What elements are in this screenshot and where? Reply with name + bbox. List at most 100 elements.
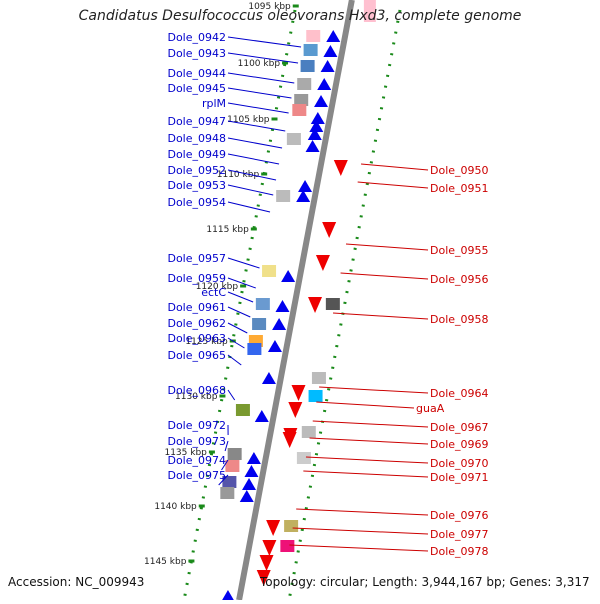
topology-text: Topology: circular; Length: 3,944,167 bp… [260, 575, 590, 589]
reverse-feature-block-5 [284, 520, 298, 532]
forward-feature-block-10 [252, 318, 266, 330]
reverse-gene-label-2: Dole_0955 [430, 244, 489, 257]
forward-gene-arrow-8 [306, 140, 320, 152]
forward-gene-label-8: Dole_0952 [167, 164, 226, 177]
forward-gene-label-11: Dole_0957 [167, 252, 226, 265]
forward-gene-leader-11 [228, 258, 259, 268]
reverse-gene-label-8: Dole_0969 [430, 438, 489, 451]
forward-gene-arrow-12 [275, 300, 289, 312]
forward-gene-arrow-5 [311, 112, 325, 124]
reverse-gene-leader-9 [306, 457, 428, 463]
forward-feature-block-1 [304, 44, 318, 56]
forward-gene-leader-17 [228, 355, 241, 365]
reverse-gene-label-3: Dole_0956 [430, 273, 489, 286]
forward-gene-arrow-2 [321, 60, 335, 72]
forward-gene-arrow-20 [240, 490, 254, 502]
forward-feature-block-14 [228, 448, 242, 460]
genome-title: Candidatus Desulfococcus oleovorans Hxd3… [0, 8, 600, 24]
reverse-gene-arrow-2 [316, 255, 330, 271]
forward-gene-label-6: Dole_0948 [167, 132, 226, 145]
forward-gene-leader-7 [228, 154, 279, 164]
forward-gene-arrow-11 [281, 270, 295, 282]
reverse-gene-leader-4 [333, 313, 428, 319]
forward-gene-label-12: Dole_0959 [167, 272, 226, 285]
tick-label-9: 1140 kbp [154, 502, 197, 512]
tick-label-1: 1100 kbp [238, 59, 281, 69]
forward-gene-label-22: Dole_0975 [167, 469, 226, 482]
forward-gene-leader-9 [228, 185, 273, 195]
reverse-gene-label-9: Dole_0970 [430, 457, 489, 470]
forward-gene-leader-13 [228, 292, 253, 302]
reverse-gene-arrow-3 [308, 297, 322, 313]
forward-gene-arrow-17 [247, 452, 261, 464]
reverse-gene-leader-10 [303, 471, 428, 477]
forward-gene-label-20: Dole_0973 [167, 435, 226, 448]
forward-feature-block-7 [276, 190, 290, 202]
forward-gene-leader-15 [228, 323, 247, 333]
reverse-gene-leader-5 [319, 387, 428, 393]
forward-feature-block-0 [306, 30, 320, 42]
forward-gene-arrow-21 [221, 590, 235, 600]
forward-gene-leader-0 [228, 37, 301, 47]
reverse-gene-label-5: Dole_0964 [430, 387, 489, 400]
forward-gene-label-15: Dole_0962 [167, 317, 226, 330]
reverse-gene-arrow-8 [266, 520, 280, 536]
reverse-gene-label-1: Dole_0951 [430, 182, 489, 195]
tick-label-2: 1105 kbp [227, 115, 270, 125]
reverse-gene-label-10: Dole_0971 [430, 471, 489, 484]
reverse-gene-leader-6 [316, 402, 414, 408]
reverse-gene-leader-12 [293, 528, 428, 534]
reverse-gene-arrow-4 [292, 385, 306, 401]
forward-gene-label-7: Dole_0949 [167, 148, 226, 161]
forward-gene-arrow-1 [323, 45, 337, 57]
forward-feature-block-6 [287, 133, 301, 145]
reverse-gene-label-11: Dole_0976 [430, 509, 489, 522]
forward-gene-leader-3 [228, 88, 291, 98]
reverse-gene-label-4: Dole_0958 [430, 313, 489, 326]
forward-feature-block-17 [220, 487, 234, 499]
reverse-feature-block-4 [297, 452, 311, 464]
reverse-gene-arrow-7 [283, 432, 297, 448]
forward-feature-block-3 [297, 78, 311, 90]
forward-feature-block-12 [247, 343, 261, 355]
reverse-gene-leader-2 [346, 244, 428, 250]
forward-gene-arrow-19 [242, 478, 256, 490]
forward-gene-arrow-14 [268, 340, 282, 352]
forward-feature-block-5 [292, 104, 306, 116]
forward-gene-label-5: Dole_0947 [167, 115, 226, 128]
reverse-gene-leader-8 [310, 438, 428, 444]
reverse-feature-block-2 [309, 390, 323, 402]
reverse-gene-label-6: guaA [416, 402, 445, 415]
forward-gene-arrow-3 [317, 78, 331, 90]
forward-feature-block-15 [225, 460, 239, 472]
tick-label-4: 1115 kbp [206, 225, 249, 235]
forward-gene-label-13: ectC [201, 286, 226, 299]
forward-feature-block-8 [262, 265, 276, 277]
reverse-gene-leader-3 [341, 273, 428, 279]
forward-gene-label-21: Dole_0974 [167, 454, 226, 467]
forward-gene-arrow-4 [314, 95, 328, 107]
forward-gene-leader-6 [228, 138, 282, 148]
forward-gene-arrow-13 [272, 318, 286, 330]
forward-gene-label-9: Dole_0953 [167, 179, 226, 192]
forward-gene-label-19: Dole_0972 [167, 419, 226, 432]
forward-gene-arrow-16 [255, 410, 269, 422]
forward-gene-arrow-9 [298, 180, 312, 192]
reverse-gene-leader-13 [289, 545, 428, 551]
reverse-gene-leader-11 [296, 509, 428, 515]
reverse-gene-label-12: Dole_0977 [430, 528, 489, 541]
reverse-feature-block-0 [326, 298, 340, 310]
forward-gene-label-16: Dole_0963 [167, 332, 226, 345]
forward-gene-label-10: Dole_0954 [167, 196, 226, 209]
forward-feature-block-9 [256, 298, 270, 310]
reverse-gene-leader-7 [313, 421, 428, 427]
forward-feature-block-13 [236, 404, 250, 416]
forward-gene-label-17: Dole_0965 [167, 349, 226, 362]
forward-gene-label-14: Dole_0961 [167, 301, 226, 314]
forward-gene-leader-10 [228, 202, 270, 212]
forward-gene-label-3: Dole_0945 [167, 82, 226, 95]
reverse-feature-block-6 [280, 540, 294, 552]
reverse-gene-arrow-5 [288, 402, 302, 418]
